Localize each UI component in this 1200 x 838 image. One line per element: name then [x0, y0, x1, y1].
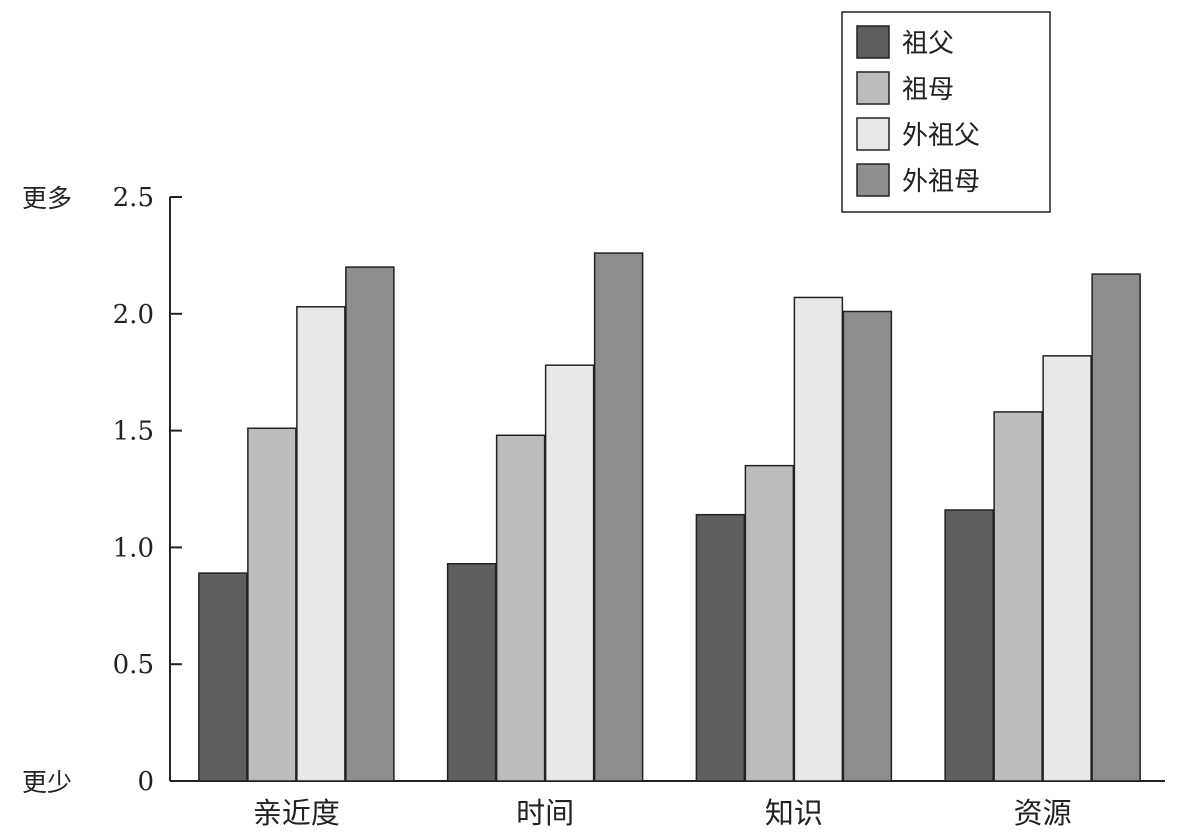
bar-2-3 — [842, 310, 893, 782]
y-tick-label: 1.0 — [113, 533, 154, 563]
y-tick-label: 1.5 — [113, 417, 154, 447]
y-ticks: 0 0.5 1.0 1.5 2.0 2.5 — [113, 183, 182, 797]
bar-1-1 — [495, 434, 546, 782]
x-tick-label: 亲近度 — [253, 796, 340, 830]
bar-3-1 — [993, 411, 1043, 782]
y-tick-label: 2.0 — [113, 300, 154, 330]
y-tick-label: 0.5 — [113, 650, 154, 680]
bar-3-0 — [944, 509, 994, 782]
legend-label: 外祖父 — [902, 121, 980, 151]
bar-3-3 — [1091, 273, 1141, 782]
bar-2-1 — [744, 464, 795, 782]
legend-swatch — [856, 25, 890, 59]
legend-label: 外祖母 — [902, 167, 980, 197]
bar-0-0 — [198, 572, 248, 782]
bar-0-2 — [296, 306, 346, 782]
legend-swatch — [856, 117, 890, 151]
y-top-label: 更多 — [22, 184, 72, 213]
y-tick-label: 2.5 — [113, 183, 154, 213]
bar-1-3 — [593, 252, 644, 782]
bar-3-2 — [1042, 355, 1092, 782]
x-tick-label: 时间 — [516, 796, 574, 830]
x-tick-label: 资源 — [1014, 796, 1072, 830]
x-tick-label: 知识 — [765, 796, 823, 830]
y-bottom-label: 更少 — [22, 768, 72, 797]
bars — [198, 252, 1141, 782]
legend-swatch — [856, 163, 890, 197]
x-tick-labels: 亲近度 时间 知识 资源 — [253, 796, 1072, 830]
bar-0-3 — [345, 266, 395, 782]
bar-1-2 — [544, 364, 595, 782]
legend-swatch — [856, 71, 890, 105]
bar-1-0 — [446, 563, 497, 782]
legend-label: 祖母 — [902, 75, 954, 105]
bar-2-2 — [793, 296, 844, 782]
legend-label: 祖父 — [902, 29, 954, 59]
bar-2-0 — [695, 513, 746, 782]
y-tick-label: 0 — [137, 767, 154, 797]
bar-0-1 — [247, 427, 297, 782]
